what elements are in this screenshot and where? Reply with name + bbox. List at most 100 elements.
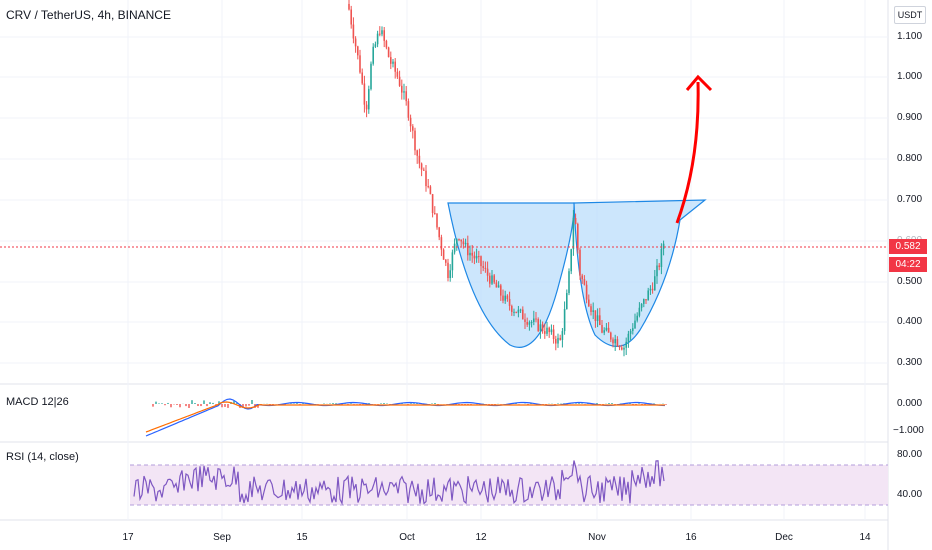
candle-body [416, 150, 418, 156]
macd-bar [323, 403, 325, 404]
candle-body [449, 270, 451, 279]
time-tick: Dec [775, 532, 793, 543]
candle-body [634, 320, 636, 329]
candle-body [535, 318, 537, 320]
macd-bar [554, 404, 556, 405]
candle-body [572, 217, 575, 250]
candle-body [431, 194, 434, 214]
candle-body [440, 237, 443, 250]
candle-body [484, 267, 487, 269]
candle-body [643, 299, 645, 304]
candle-body [645, 299, 647, 301]
candle-body [544, 331, 546, 334]
macd-bar [464, 404, 466, 405]
candle-body [612, 339, 614, 344]
candle-body [517, 309, 520, 313]
macd-bar [458, 404, 460, 405]
macd-signal-line [145, 401, 665, 433]
macd-bar [578, 403, 580, 404]
candle-body [407, 101, 410, 118]
macd-bar [341, 404, 343, 405]
macd-bar [611, 403, 613, 404]
candle-body [350, 9, 352, 25]
chart-title: CRV / TetherUS, 4h, BINANCE [6, 8, 171, 22]
candle-body [462, 241, 465, 245]
candle-body [524, 319, 526, 323]
candle-body [546, 327, 548, 334]
candle-body [412, 126, 414, 131]
candle-body [506, 295, 509, 299]
time-tick: 14 [859, 532, 871, 543]
macd-bar [368, 403, 370, 404]
candle-body [647, 290, 649, 301]
macd-bar [491, 404, 493, 405]
candle-body [394, 61, 396, 72]
macd-bar [251, 400, 253, 404]
macd-bar [434, 403, 436, 404]
candle-body [610, 332, 612, 340]
macd-bar [350, 403, 352, 404]
candle-body [363, 83, 366, 105]
macd-bar [191, 400, 193, 404]
candle-body [574, 217, 577, 224]
currency-button[interactable]: USDT [894, 6, 926, 24]
candle-body [405, 91, 407, 102]
candle-body [403, 91, 405, 93]
candle-body [383, 30, 385, 41]
macd-bar [401, 403, 403, 404]
time-tick: 15 [296, 532, 308, 543]
macd-bar [413, 403, 415, 404]
candle-body [464, 242, 467, 245]
candle-body [636, 315, 638, 321]
candle-body [588, 299, 590, 307]
candle-body [581, 275, 583, 280]
macd-bar [638, 403, 640, 404]
candle-body [379, 33, 381, 35]
macd-bar [332, 403, 334, 404]
macd-bar [437, 404, 439, 405]
macd-bar [329, 403, 331, 404]
candle-body [537, 319, 539, 331]
macd-bar [245, 404, 247, 407]
candle-body [482, 266, 484, 268]
countdown-badge: 04:22 [889, 257, 927, 272]
candle-body [458, 239, 460, 241]
macd-bar [629, 403, 631, 404]
macd-bar [218, 401, 220, 404]
macd-bar [653, 403, 655, 404]
candle-body [541, 324, 544, 332]
candle-body [614, 339, 616, 344]
macd-bar [155, 401, 157, 404]
candle-body [495, 282, 498, 288]
candle-body [629, 330, 632, 334]
macd-bar [359, 404, 361, 405]
macd-bar [461, 404, 463, 405]
price-tick: 0.900 [897, 112, 923, 123]
price-tick: 0.400 [897, 316, 923, 327]
candle-body [497, 285, 500, 288]
candle-body [627, 333, 630, 342]
candle-body [359, 55, 361, 73]
price-tick: 0.800 [897, 153, 923, 164]
candle-body [658, 265, 660, 268]
macd-bar [527, 404, 529, 405]
time-tick: 12 [475, 532, 487, 543]
candle-body [368, 89, 370, 110]
candle-body [420, 163, 423, 170]
candle-body [566, 293, 568, 309]
candle-body [374, 44, 377, 47]
candle-body [603, 330, 605, 333]
candle-body [662, 243, 665, 249]
macd-bar [203, 400, 205, 404]
candle-body [372, 46, 374, 64]
candle-body [528, 322, 531, 325]
candle-body [577, 223, 579, 250]
candle-body [533, 318, 535, 323]
candle-body [502, 295, 504, 301]
time-tick: Nov [588, 532, 606, 543]
candle-body [392, 61, 394, 64]
candle-body [469, 252, 471, 256]
candle-body [376, 33, 379, 45]
last-price-badge: 0.582 [889, 239, 927, 254]
